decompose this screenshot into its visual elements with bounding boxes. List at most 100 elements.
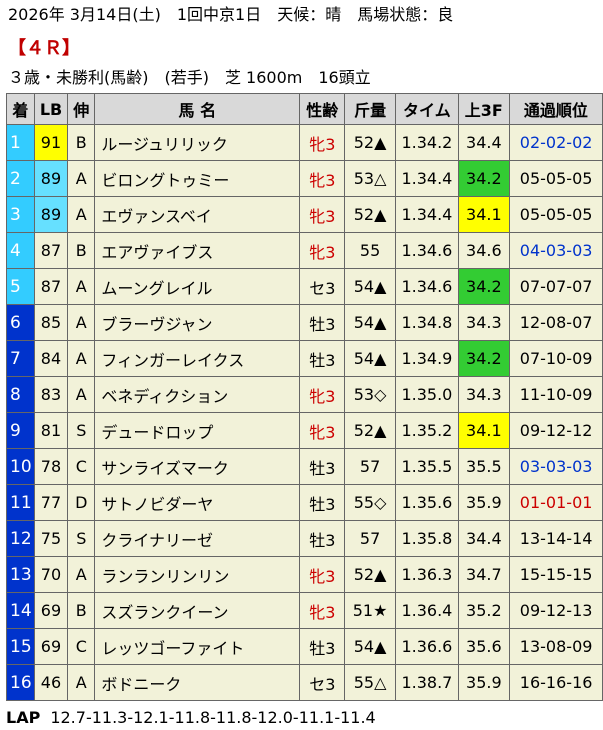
- race-date-header: 2026年 3月14日(土) 1回中京1日 天候：晴 馬場状態：良: [8, 5, 454, 24]
- result-last3f: 34.4: [457, 124, 510, 161]
- result-nobi: B: [67, 124, 96, 161]
- lap-times: LAP 12.7-11.3-12.1-11.8-11.8-12.0-11.1-11…: [6, 708, 376, 727]
- result-nobi: A: [67, 664, 96, 701]
- result-lb: 70: [33, 556, 69, 593]
- result-last3f: 35.9: [457, 484, 510, 521]
- result-last3f: 34.3: [457, 304, 510, 341]
- result-lb: 69: [33, 592, 69, 629]
- result-last3f: 34.1: [457, 196, 510, 233]
- result-time: 1.34.4: [394, 196, 459, 233]
- result-rank: 11: [6, 484, 35, 521]
- result-rank: 5: [6, 268, 35, 305]
- result-last3f: 34.2: [457, 160, 510, 197]
- result-positions: 07-07-07: [508, 268, 603, 305]
- result-sex-age: 牝3: [299, 160, 346, 197]
- result-time: 1.35.6: [394, 484, 459, 521]
- table-row: 1 91 B ルージュリリック 牝3 52▲ 1.34.2 34.4 02-02-02: [6, 124, 603, 161]
- result-horse-name: サトノビダーヤ: [94, 484, 301, 521]
- table-row: 2 89 A ビロングトゥミー 牝3 53△ 1.34.4 34.2 05-05-05: [6, 160, 603, 197]
- result-positions: 11-10-09: [508, 376, 603, 413]
- result-nobi: A: [67, 268, 96, 305]
- result-horse-name: ブラーヴジャン: [94, 304, 301, 341]
- result-rank: 15: [6, 628, 35, 665]
- result-positions: 09-12-12: [508, 412, 603, 449]
- result-rank: 9: [6, 412, 35, 449]
- result-rank: 1: [6, 124, 35, 161]
- results-table: 着 LB 伸 馬 名 性齢 斤量 タイム 上3F 通過順位 1 91 B ルージュリリ…: [6, 93, 603, 701]
- result-rank: 14: [6, 592, 35, 629]
- result-rank: 2: [6, 160, 35, 197]
- result-weight: 53◇: [344, 376, 396, 413]
- result-sex-age: 牝3: [299, 556, 346, 593]
- result-sex-age: 牡3: [299, 628, 346, 665]
- result-horse-name: ベネディクション: [94, 376, 301, 413]
- result-weight: 55: [344, 232, 396, 269]
- table-row: 13 70 A ランランリンリン 牝3 52▲ 1.36.3 34.7 15-15-15: [6, 556, 603, 593]
- lap-values: 12.7-11.3-12.1-11.8-11.8-12.0-11.1-11.4: [50, 708, 376, 727]
- result-last3f: 34.6: [457, 232, 510, 269]
- table-row: 14 69 B スズランクイーン 牝3 51★ 1.36.4 35.2 09-12-13: [6, 592, 603, 629]
- result-lb: 69: [33, 628, 69, 665]
- result-horse-name: ムーングレイル: [94, 268, 301, 305]
- result-sex-age: 牡3: [299, 484, 346, 521]
- result-sex-age: 牝3: [299, 592, 346, 629]
- result-weight: 52▲: [344, 196, 396, 233]
- result-positions: 15-15-15: [508, 556, 603, 593]
- result-rank: 6: [6, 304, 35, 341]
- table-row: 7 84 A フィンガーレイクス 牡3 54▲ 1.34.9 34.2 07-10-09: [6, 340, 603, 377]
- result-sex-age: 牝3: [299, 376, 346, 413]
- result-positions: 05-05-05: [508, 160, 603, 197]
- result-last3f: 34.2: [457, 340, 510, 377]
- result-rank: 13: [6, 556, 35, 593]
- result-nobi: A: [67, 340, 96, 377]
- result-horse-name: スズランクイーン: [94, 592, 301, 629]
- result-weight: 57: [344, 448, 396, 485]
- result-positions: 03-03-03: [508, 448, 603, 485]
- table-row: 16 46 A ボドニーク セ3 55△ 1.38.7 35.9 16-16-16: [6, 664, 603, 701]
- result-lb: 78: [33, 448, 69, 485]
- result-lb: 83: [33, 376, 69, 413]
- result-positions: 16-16-16: [508, 664, 603, 701]
- table-row: 15 69 C レッツゴーファイト 牡3 54▲ 1.36.6 35.6 13-08-09: [6, 628, 603, 665]
- result-weight: 54▲: [344, 628, 396, 665]
- result-rank: 10: [6, 448, 35, 485]
- result-time: 1.34.6: [394, 232, 459, 269]
- result-time: 1.34.9: [394, 340, 459, 377]
- result-horse-name: エヴァンスベイ: [94, 196, 301, 233]
- table-row: 9 81 S デュードロップ 牝3 52▲ 1.35.2 34.1 09-12-12: [6, 412, 603, 449]
- table-row: 3 89 A エヴァンスベイ 牝3 52▲ 1.34.4 34.1 05-05-05: [6, 196, 603, 233]
- table-row: 10 78 C サンライズマーク 牡3 57 1.35.5 35.5 03-03-03: [6, 448, 603, 485]
- result-positions: 04-03-03: [508, 232, 603, 269]
- result-time: 1.35.8: [394, 520, 459, 557]
- result-sex-age: 牡3: [299, 340, 346, 377]
- result-last3f: 35.2: [457, 592, 510, 629]
- table-row: 11 77 D サトノビダーヤ 牡3 55◇ 1.35.6 35.9 01-01-01: [6, 484, 603, 521]
- result-nobi: B: [67, 232, 96, 269]
- result-sex-age: 牡3: [299, 304, 346, 341]
- result-nobi: A: [67, 304, 96, 341]
- result-lb: 89: [33, 160, 69, 197]
- result-weight: 54▲: [344, 268, 396, 305]
- result-last3f: 35.9: [457, 664, 510, 701]
- result-nobi: C: [67, 628, 96, 665]
- result-weight: 52▲: [344, 124, 396, 161]
- result-lb: 89: [33, 196, 69, 233]
- result-horse-name: レッツゴーファイト: [94, 628, 301, 665]
- result-lb: 84: [33, 340, 69, 377]
- col-weight: 斤量: [344, 93, 396, 125]
- result-positions: 07-10-09: [508, 340, 603, 377]
- result-weight: 54▲: [344, 304, 396, 341]
- table-row: 8 83 A ベネディクション 牝3 53◇ 1.35.0 34.3 11-10-09: [6, 376, 603, 413]
- result-nobi: A: [67, 160, 96, 197]
- result-lb: 77: [33, 484, 69, 521]
- result-positions: 02-02-02: [508, 124, 603, 161]
- race-conditions: ３歳・未勝利(馬齢) (若手) 芝 1600m 16頭立: [8, 68, 371, 87]
- result-horse-name: デュードロップ: [94, 412, 301, 449]
- result-time: 1.38.7: [394, 664, 459, 701]
- result-lb: 75: [33, 520, 69, 557]
- result-last3f: 35.5: [457, 448, 510, 485]
- col-sex-age: 性齢: [299, 93, 346, 125]
- result-horse-name: ビロングトゥミー: [94, 160, 301, 197]
- result-sex-age: 牡3: [299, 520, 346, 557]
- lap-label: LAP: [6, 708, 41, 727]
